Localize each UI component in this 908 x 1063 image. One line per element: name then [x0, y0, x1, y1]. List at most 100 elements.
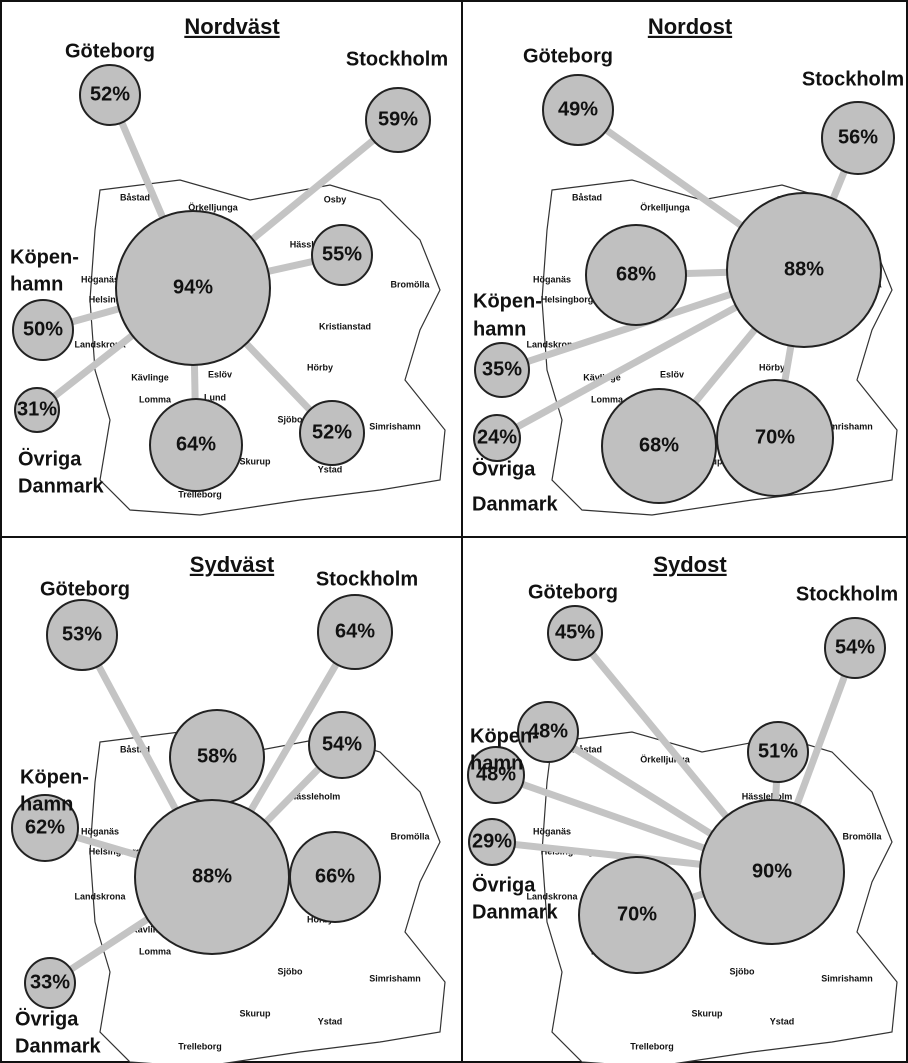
town-label: Simrishamn: [821, 421, 873, 431]
town-label: Landskrona: [74, 891, 126, 901]
bubble: [542, 74, 614, 146]
town-label: Sjöbo: [278, 414, 303, 424]
destination-label: Stockholm: [346, 48, 448, 70]
destination-label: Övriga: [15, 1007, 79, 1030]
bubble-value: 88%: [784, 258, 824, 280]
town-label: Trelleborg: [178, 489, 222, 499]
bubble-value: 31%: [17, 398, 57, 420]
bubble: [747, 721, 809, 783]
bubble-value: 54%: [835, 636, 875, 658]
bubble-value: 52%: [312, 421, 352, 443]
bubble-value: 90%: [752, 860, 792, 882]
destination-label: Danmark: [15, 1035, 101, 1057]
town-label: Örkelljunga: [188, 202, 239, 212]
destination-label: Stockholm: [316, 568, 418, 590]
town-label: Simrishamn: [821, 973, 873, 983]
town-label: Båstad: [572, 192, 602, 202]
bubble: [46, 599, 118, 671]
town-label: Båstad: [120, 744, 150, 754]
bubble: [716, 379, 834, 497]
town-label: Höganäs: [533, 826, 571, 836]
destination-label: Stockholm: [796, 583, 898, 605]
town-label: Helsingborg: [541, 294, 594, 304]
bubble: [24, 957, 76, 1009]
town-label: Simrishamn: [369, 973, 421, 983]
destination-label: Danmark: [472, 901, 558, 923]
town-label: Hässleholm: [290, 791, 341, 801]
bubble: [473, 414, 521, 462]
town-label: Skurup: [239, 1008, 271, 1018]
town-label: Simrishamn: [369, 421, 421, 431]
bubble-value: 51%: [758, 740, 798, 762]
town-label: Hörby: [307, 362, 333, 372]
town-label: Eslöv: [660, 369, 684, 379]
town-label: Ystad: [318, 464, 343, 474]
bubble: [311, 224, 373, 286]
bubble-value: 64%: [176, 433, 216, 455]
town-label: Trelleborg: [630, 1041, 674, 1051]
bubble-value: 55%: [322, 243, 362, 265]
town-label: Eslöv: [208, 369, 232, 379]
bubble: [824, 617, 886, 679]
bubble: [578, 856, 696, 974]
town-label: Bromölla: [842, 831, 882, 841]
town-label: Hässleholm: [742, 791, 793, 801]
town-label: Landskrona: [526, 339, 578, 349]
town-label: Höganäs: [81, 274, 119, 284]
bubble: [12, 299, 74, 361]
destination-label: Köpen-: [470, 725, 539, 747]
destination-label: hamn: [20, 793, 73, 815]
bubble-value: 68%: [639, 434, 679, 456]
destination-label: Danmark: [472, 493, 558, 515]
destination-label: Övriga: [18, 447, 82, 470]
panel-title: Sydväst: [190, 552, 275, 577]
destination-label: Köpen-: [10, 246, 79, 268]
town-label: Skurup: [239, 456, 271, 466]
destination-label: Göteborg: [65, 40, 155, 62]
town-label: Ystad: [318, 1016, 343, 1026]
bubble: [467, 746, 525, 804]
town-label: Båstad: [120, 192, 150, 202]
town-label: Bromölla: [390, 831, 430, 841]
destination-label: Danmark: [18, 475, 104, 497]
town-label: Kävlinge: [131, 924, 169, 934]
bubble-value: 52%: [90, 83, 130, 105]
panel-title: Sydost: [653, 552, 727, 577]
town-label: Landskrona: [74, 339, 126, 349]
bubble: [115, 210, 271, 366]
destination-label: Göteborg: [523, 45, 613, 67]
destination-label: Övriga: [472, 873, 536, 896]
bubble: [11, 794, 79, 862]
town-label: Bromölla: [390, 279, 430, 289]
town-label: Höganäs: [533, 274, 571, 284]
destination-label: Stockholm: [802, 68, 904, 90]
bubble-value: 45%: [555, 621, 595, 643]
bubble: [699, 799, 845, 945]
bubble-value: 66%: [315, 865, 355, 887]
bubble: [317, 594, 393, 670]
destination-label: hamn: [470, 752, 523, 774]
bubble-value: 49%: [558, 98, 598, 120]
town-label: Kristianstad: [319, 321, 371, 331]
destination-label: hamn: [473, 318, 526, 340]
town-label: Trelleborg: [178, 1041, 222, 1051]
destination-label: Göteborg: [528, 581, 618, 603]
bubble-value: 48%: [476, 763, 516, 785]
town-label: Sjöbo: [730, 966, 755, 976]
bubble-value: 33%: [30, 971, 70, 993]
bubble: [585, 224, 687, 326]
bubble: [79, 64, 141, 126]
town-label: Osby: [324, 194, 347, 204]
bubble-value: 50%: [23, 318, 63, 340]
town-label: Lund: [204, 392, 226, 402]
town-label: Höganäs: [81, 826, 119, 836]
bubble: [365, 87, 431, 153]
town-label: Lomma: [591, 394, 624, 404]
town-label: Lomma: [139, 946, 172, 956]
bubble-value: 88%: [192, 865, 232, 887]
bubble-value: 35%: [482, 358, 522, 380]
town-label: Båstad: [572, 744, 602, 754]
destination-label: Köpen-: [473, 290, 542, 312]
